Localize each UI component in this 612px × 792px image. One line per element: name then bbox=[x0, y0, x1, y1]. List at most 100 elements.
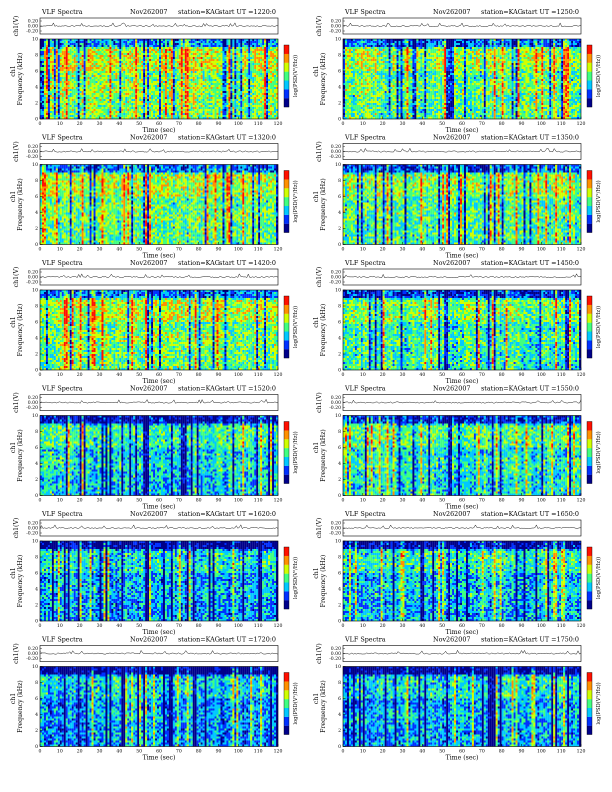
colorbar-segment bbox=[587, 448, 592, 458]
colorbar bbox=[283, 421, 290, 484]
x-tick-label: 90 bbox=[216, 749, 222, 755]
colorbar-label: log(PSD(V²/Hz)) bbox=[292, 306, 299, 348]
waveform-tick-label: -0.20 bbox=[329, 405, 341, 411]
x-tick-label: 100 bbox=[234, 372, 243, 378]
spectrogram-ylabel: Frequency (kHz) bbox=[320, 53, 327, 106]
colorbar-segment bbox=[587, 80, 592, 90]
x-tick-label: 90 bbox=[216, 372, 222, 378]
x-tick-label: 80 bbox=[499, 623, 505, 629]
colorbar-segment bbox=[284, 205, 289, 215]
x-tick-label: 70 bbox=[479, 372, 485, 378]
colorbar-segment bbox=[284, 45, 289, 54]
y-tick-label: 2 bbox=[338, 728, 341, 734]
x-tick-label: 120 bbox=[274, 372, 283, 378]
x-tick-label: 100 bbox=[537, 498, 546, 504]
spectrogram-panel: VLF Spectra Nov262007 station=KAG start UT … bbox=[10, 8, 299, 134]
panel-title: VLF Spectra bbox=[41, 8, 83, 16]
y-tick-label: 2 bbox=[338, 226, 341, 232]
colorbar-segment bbox=[587, 707, 592, 717]
colorbar bbox=[283, 546, 290, 610]
panel-start-ut: start UT =1320:0 bbox=[219, 134, 276, 142]
panel-title: VLF Spectra bbox=[41, 510, 83, 518]
x-tick-label: 110 bbox=[254, 247, 263, 253]
spectrogram-panel: VLF Spectra Nov262007 station=KAG start UT … bbox=[313, 259, 602, 385]
x-tick-label: 100 bbox=[537, 749, 546, 755]
y-tick-label: 6 bbox=[35, 696, 38, 702]
y-tick-label: 4 bbox=[35, 85, 38, 91]
colorbar-segment bbox=[284, 197, 289, 207]
x-tick-label: 80 bbox=[499, 498, 505, 504]
panel-start-ut: start UT =1620:0 bbox=[219, 510, 276, 518]
colorbar-segment bbox=[587, 214, 592, 224]
panel-start-ut: start UT =1520:0 bbox=[219, 385, 276, 393]
waveform-ylabel: ch1(V) bbox=[13, 518, 20, 539]
x-tick-label: 0 bbox=[342, 498, 345, 504]
colorbar-segment bbox=[587, 322, 592, 332]
x-tick-label: 70 bbox=[479, 623, 485, 629]
x-tick-label: 0 bbox=[39, 749, 42, 755]
x-tick-label: 30 bbox=[97, 498, 103, 504]
channel-label: ch1 bbox=[10, 567, 17, 578]
colorbar-segment bbox=[284, 430, 289, 440]
colorbar-segment bbox=[587, 699, 592, 709]
panel-start-ut: start UT =1650:0 bbox=[522, 510, 579, 518]
y-tick-label: 4 bbox=[338, 461, 341, 467]
colorbar bbox=[586, 672, 593, 735]
channel-label: ch1 bbox=[10, 693, 17, 704]
waveform-ylabel: ch1(V) bbox=[13, 392, 20, 413]
colorbar-label: log(PSD(V²/Hz)) bbox=[292, 682, 299, 724]
colorbar-label: log(PSD(V²/Hz)) bbox=[595, 306, 602, 348]
x-tick-label: 40 bbox=[419, 121, 425, 127]
colorbar-segment bbox=[587, 439, 592, 449]
colorbar-segment bbox=[587, 573, 592, 583]
colorbar-segment bbox=[587, 672, 592, 682]
colorbar-segment bbox=[284, 296, 289, 305]
x-tick-label: 20 bbox=[380, 121, 386, 127]
panel-date: Nov262007 bbox=[433, 636, 470, 644]
colorbar-segment bbox=[284, 474, 289, 484]
x-tick-label: 20 bbox=[380, 498, 386, 504]
panel-station: station=KAG bbox=[481, 636, 523, 644]
x-tick-label: 110 bbox=[557, 749, 566, 755]
spectrogram-cells bbox=[343, 290, 582, 371]
y-tick-label: 4 bbox=[35, 461, 38, 467]
panel-title: VLF Spectra bbox=[344, 636, 386, 644]
spectrogram-panel: VLF Spectra Nov262007 station=KAG start UT … bbox=[10, 636, 299, 762]
x-tick-label: 80 bbox=[499, 121, 505, 127]
x-tick-label: 10 bbox=[360, 247, 366, 253]
colorbar-segment bbox=[284, 340, 289, 350]
colorbar-segment bbox=[284, 555, 289, 565]
x-tick-label: 30 bbox=[400, 623, 406, 629]
panel-title: VLF Spectra bbox=[344, 134, 386, 142]
colorbar bbox=[586, 546, 593, 610]
colorbar-segment bbox=[284, 71, 289, 81]
y-tick-label: 8 bbox=[338, 53, 341, 59]
colorbar-segment bbox=[284, 547, 289, 556]
x-tick-label: 70 bbox=[479, 498, 485, 504]
x-tick-label: 30 bbox=[400, 749, 406, 755]
colorbar-segment bbox=[284, 448, 289, 458]
panel-start-ut: start UT =1750:0 bbox=[522, 636, 579, 644]
x-tick-label: 100 bbox=[234, 121, 243, 127]
y-tick-label: 8 bbox=[35, 178, 38, 184]
x-tick-label: 90 bbox=[519, 498, 525, 504]
x-tick-label: 120 bbox=[274, 498, 283, 504]
colorbar-segment bbox=[284, 456, 289, 466]
x-tick-label: 20 bbox=[77, 623, 83, 629]
x-tick-label: 70 bbox=[176, 121, 182, 127]
spectrogram-cells bbox=[40, 415, 279, 496]
x-tick-label: 110 bbox=[557, 372, 566, 378]
channel-label: ch1 bbox=[313, 316, 320, 327]
y-tick-label: 2 bbox=[35, 728, 38, 734]
waveform-ylabel: ch1(V) bbox=[316, 16, 323, 37]
x-tick-label: 90 bbox=[216, 121, 222, 127]
x-tick-label: 120 bbox=[577, 121, 586, 127]
x-tick-label: 50 bbox=[136, 623, 142, 629]
spectrogram-ylabel: Frequency (kHz) bbox=[17, 53, 24, 106]
x-tick-label: 0 bbox=[39, 247, 42, 253]
y-tick-label: 6 bbox=[35, 194, 38, 200]
colorbar-segment bbox=[587, 313, 592, 323]
colorbar-label: log(PSD(V²/Hz)) bbox=[292, 55, 299, 97]
y-tick-label: 4 bbox=[338, 210, 341, 216]
